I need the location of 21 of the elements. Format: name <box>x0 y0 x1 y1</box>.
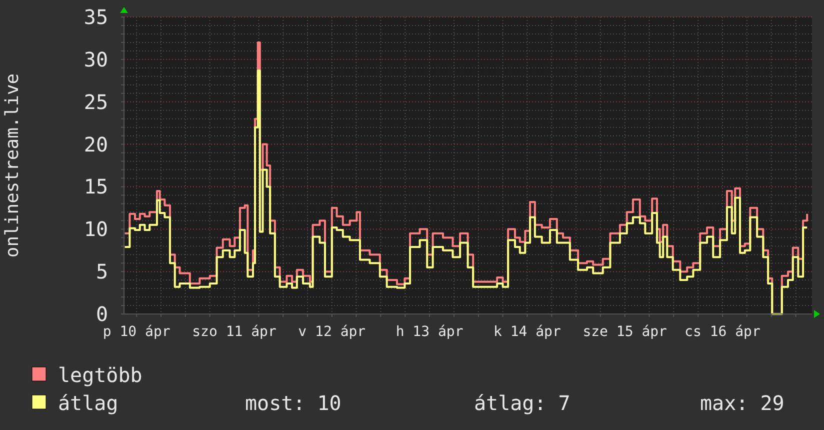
legend-label: legtöbb <box>58 363 142 387</box>
x-tick-label: sze 15 ápr <box>582 324 667 340</box>
x-tick-label: v 12 ápr <box>298 324 366 340</box>
y-tick-label: 30 <box>84 47 108 72</box>
y-tick-label: 15 <box>84 174 108 199</box>
y-tick-label: 35 <box>84 5 108 29</box>
y-tick-label: 0 <box>96 302 108 326</box>
text: most: 10 <box>245 391 342 415</box>
x-tick-label: p 10 ápr <box>102 324 170 340</box>
x-tick-label: szo 11 ápr <box>192 324 276 340</box>
x-tick-label: k 14 ápr <box>493 324 561 340</box>
text: max: 29 <box>700 391 784 415</box>
x-tick-label: h 13 ápr <box>396 324 464 340</box>
x-tick-label: cs 16 ápr <box>684 324 760 340</box>
y-tick-label: 20 <box>84 132 108 156</box>
y-tick-label: 10 <box>84 217 108 242</box>
y-tick-label: 5 <box>96 260 108 284</box>
y-tick-label: 25 <box>84 90 108 114</box>
legend-label: átlag <box>58 391 118 415</box>
y-axis-title: onlinestream.live <box>2 73 23 258</box>
text: átlag: 7 <box>474 391 570 415</box>
